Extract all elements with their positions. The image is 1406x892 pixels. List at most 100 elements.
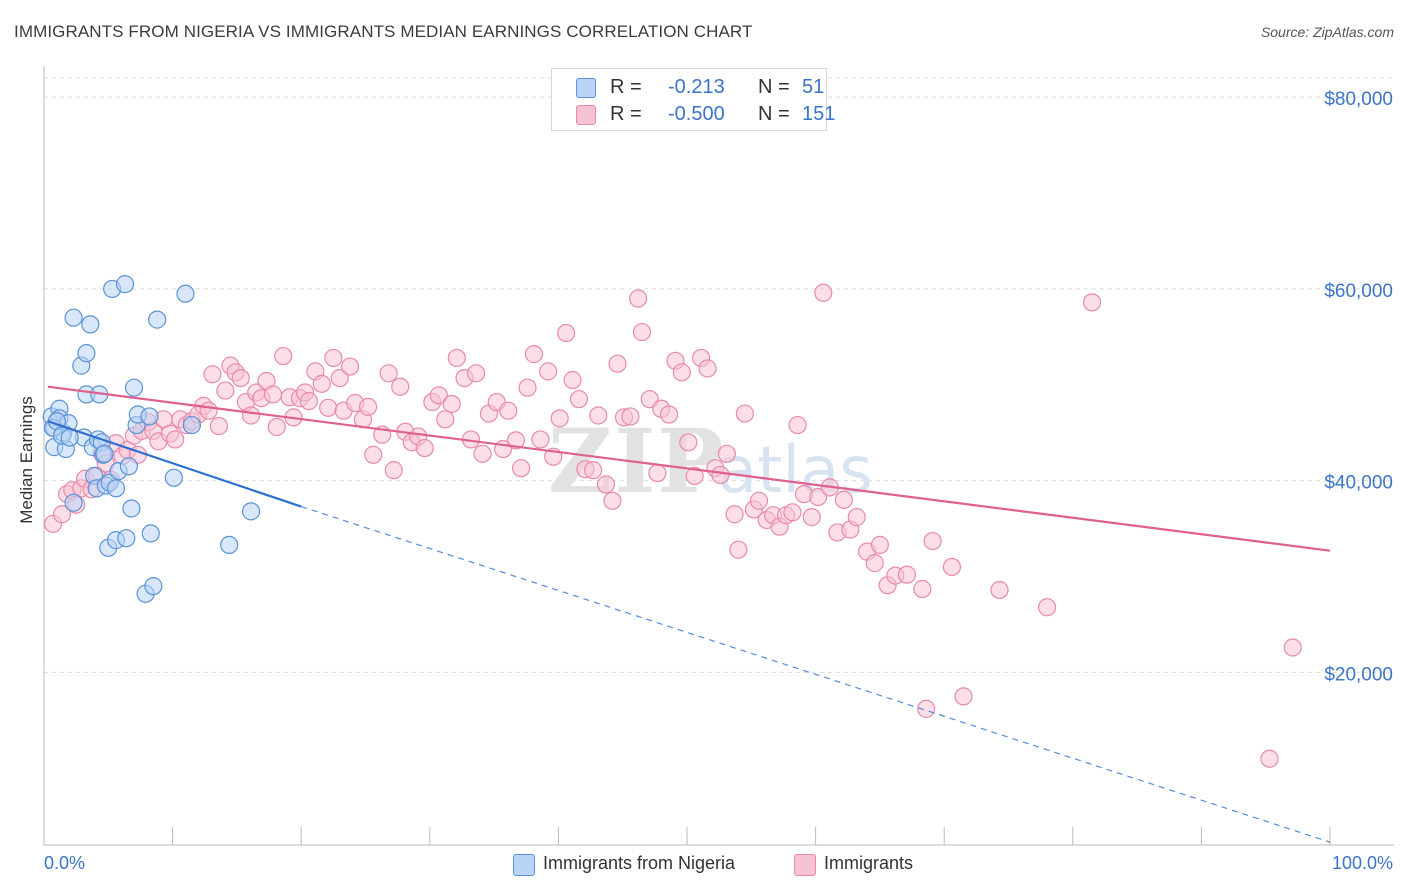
immigrants-point xyxy=(685,466,704,485)
immigrants-point xyxy=(531,430,550,449)
r-label: R = xyxy=(610,103,642,125)
immigrants-point xyxy=(913,579,932,599)
immigrants-point xyxy=(711,465,730,485)
n-label: N = xyxy=(758,76,790,98)
immigrants-point xyxy=(1082,293,1102,312)
series-legend: Immigrants from Nigeria Immigrants xyxy=(0,852,1406,878)
immigrants-point xyxy=(263,385,283,404)
x-tick-label: 0.0% xyxy=(44,853,85,873)
immigrants-point xyxy=(274,346,293,366)
chart-title: IMMIGRANTS FROM NIGERIA VS IMMIGRANTS ME… xyxy=(14,22,753,41)
immigrants-point xyxy=(391,377,410,396)
nigeria-point xyxy=(64,493,83,512)
nigeria-point xyxy=(182,415,201,435)
y-tick-label: $40,000 xyxy=(1324,473,1393,494)
immigrants-point xyxy=(231,368,250,388)
immigrants-point xyxy=(312,374,331,393)
immigrants-point xyxy=(865,554,884,573)
immigrants-point xyxy=(384,461,403,480)
nigeria-trend-extension xyxy=(301,505,1331,843)
immigrants-point xyxy=(518,378,537,397)
immigrants-point xyxy=(729,540,748,559)
immigrants-point xyxy=(648,463,667,483)
trend-lines xyxy=(47,385,1331,843)
immigrants-point xyxy=(621,407,640,426)
immigrants-point xyxy=(672,363,691,382)
n-label: N = xyxy=(758,103,790,125)
immigrants-point xyxy=(589,406,608,425)
immigrants-point xyxy=(216,381,235,400)
y-axis-label: Median Earnings xyxy=(17,396,36,524)
nigeria-point xyxy=(122,499,141,518)
immigrants-point xyxy=(324,348,343,368)
immigrants-point xyxy=(358,397,378,416)
immigrants-point xyxy=(429,386,448,405)
immigrants-point xyxy=(436,410,455,429)
immigrants-points xyxy=(43,283,1302,768)
n-value: 51 xyxy=(802,76,825,98)
immigrants-point xyxy=(415,438,434,458)
immigrants-point xyxy=(550,409,569,428)
nigeria-swatch xyxy=(576,78,596,98)
immigrants-point xyxy=(241,406,261,425)
source-label: Source: ZipAtlas.com xyxy=(1260,24,1394,40)
nigeria-trend-line xyxy=(47,420,302,508)
nigeria-legend-swatch xyxy=(513,854,535,876)
immigrants-legend-swatch xyxy=(794,854,816,876)
nigeria-point xyxy=(241,502,261,521)
immigrants-point xyxy=(802,508,821,527)
nigeria-point xyxy=(164,468,183,487)
r-value: -0.213 xyxy=(668,76,725,98)
immigrants-point xyxy=(584,461,603,480)
y-tick-label: $80,000 xyxy=(1324,89,1393,110)
immigrants-point xyxy=(506,431,526,450)
immigrants-point xyxy=(52,505,72,524)
nigeria-point xyxy=(117,529,136,548)
legend-label: Immigrants from Nigeria xyxy=(543,853,736,873)
immigrants-point xyxy=(1283,638,1302,657)
nigeria-point xyxy=(124,378,144,397)
immigrants-point xyxy=(596,475,616,494)
nigeria-point xyxy=(148,310,167,329)
immigrants-point xyxy=(632,322,652,342)
immigrants-point xyxy=(442,394,461,414)
n-value: 151 xyxy=(802,103,836,125)
immigrants-point xyxy=(203,365,222,384)
nigeria-point xyxy=(64,308,83,327)
immigrants-point xyxy=(783,503,802,522)
immigrants-point xyxy=(539,362,558,381)
nigeria-point xyxy=(176,284,195,303)
immigrants-point xyxy=(319,398,338,417)
immigrants-point xyxy=(557,323,576,343)
immigrants-trend-line xyxy=(47,385,1331,552)
immigrants-point xyxy=(447,348,466,368)
immigrants-point xyxy=(608,354,627,373)
immigrants-point xyxy=(199,401,218,420)
nigeria-point xyxy=(140,407,159,426)
axes xyxy=(43,66,1394,846)
legend-label: Immigrants xyxy=(824,853,914,873)
immigrants-point xyxy=(954,687,973,706)
immigrants-point xyxy=(166,430,185,449)
immigrants-point xyxy=(603,491,622,510)
nigeria-point xyxy=(77,344,96,363)
immigrants-point xyxy=(629,289,648,308)
r-label: R = xyxy=(610,76,642,98)
r-value: -0.500 xyxy=(668,103,725,125)
stats-legend: R = -0.213 N = 51 R = -0.500 N = 151 xyxy=(551,68,835,131)
immigrants-point xyxy=(923,531,942,551)
immigrants-point xyxy=(717,444,736,463)
immigrants-point xyxy=(379,364,398,383)
y-tick-label: $20,000 xyxy=(1324,664,1393,685)
immigrants-point xyxy=(330,368,349,388)
nigeria-point xyxy=(119,457,138,476)
immigrants-point xyxy=(659,405,679,424)
nigeria-point xyxy=(141,524,160,543)
y-tick-label: $60,000 xyxy=(1324,281,1393,302)
immigrants-point xyxy=(679,433,698,452)
immigrants-point xyxy=(814,283,833,302)
immigrants-point xyxy=(524,345,544,364)
nigeria-point xyxy=(220,535,239,555)
immigrants-point xyxy=(569,390,589,409)
immigrants-point xyxy=(847,508,866,527)
